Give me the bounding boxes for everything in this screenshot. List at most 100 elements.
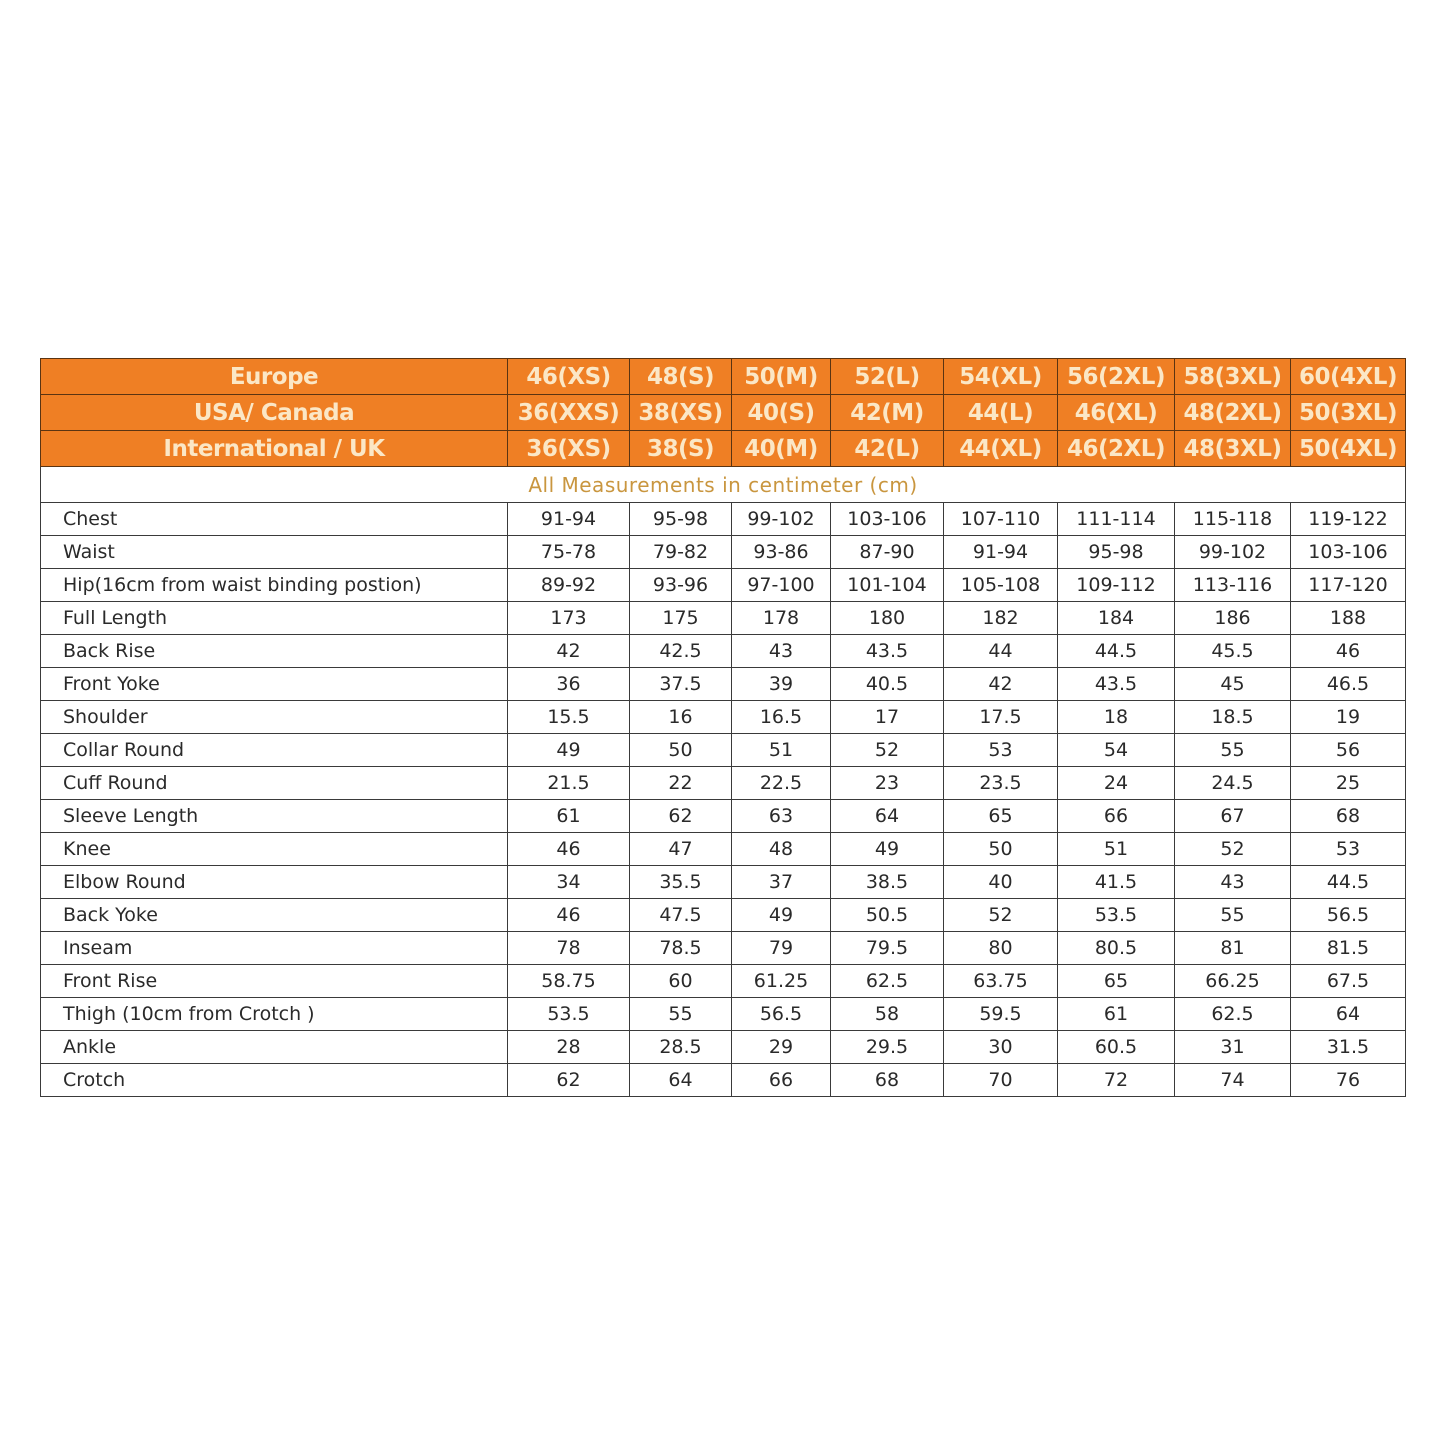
size-header-cell: 60(4XL) xyxy=(1290,358,1406,395)
measurement-value: 54 xyxy=(1057,733,1175,767)
measurement-value: 99-102 xyxy=(731,502,831,536)
measurement-value: 56.5 xyxy=(731,997,831,1031)
measurement-value: 24.5 xyxy=(1174,766,1291,800)
measurement-value: 59.5 xyxy=(943,997,1058,1031)
size-header-cell: 48(2XL) xyxy=(1174,394,1291,431)
measurement-value: 50 xyxy=(943,832,1058,866)
table-row: Collar Round 49 50 51 52 53 54 55 56 xyxy=(40,733,1406,767)
measurement-value: 29.5 xyxy=(830,1030,944,1064)
measurement-value: 95-98 xyxy=(629,502,732,536)
measurement-value: 105-108 xyxy=(943,568,1058,602)
measurement-value: 47.5 xyxy=(629,898,732,932)
measurement-value: 42 xyxy=(943,667,1058,701)
measurement-value: 76 xyxy=(1290,1063,1406,1097)
measurement-value: 81 xyxy=(1174,931,1291,965)
measurement-value: 178 xyxy=(731,601,831,635)
measurement-value: 119-122 xyxy=(1290,502,1406,536)
table-row: Front Yoke 36 37.5 39 40.5 42 43.5 45 46.5 xyxy=(40,667,1406,701)
measurement-value: 184 xyxy=(1057,601,1175,635)
measurement-value: 50.5 xyxy=(830,898,944,932)
table-row: Back Yoke 46 47.5 49 50.5 52 53.5 55 56.5 xyxy=(40,898,1406,932)
size-header-cell: 46(XL) xyxy=(1057,394,1175,431)
measurement-label: Knee xyxy=(40,832,508,866)
measurement-value: 113-116 xyxy=(1174,568,1291,602)
measurement-value: 21.5 xyxy=(507,766,630,800)
measurement-value: 53 xyxy=(943,733,1058,767)
size-header-row: USA/ Canada 36(XXS) 38(XS) 40(S) 42(M) 44(L) 4… xyxy=(40,394,1406,431)
table-row: Full Length 173 175 178 180 182 184 186 188 xyxy=(40,601,1406,635)
measurement-value: 79-82 xyxy=(629,535,732,569)
measurement-label: Back Yoke xyxy=(40,898,508,932)
size-header-cell: 50(4XL) xyxy=(1290,430,1406,467)
measurement-value: 17.5 xyxy=(943,700,1058,734)
measurement-value: 62 xyxy=(629,799,732,833)
measurement-value: 91-94 xyxy=(943,535,1058,569)
table-row: Hip(16cm from waist binding postion) 89-9… xyxy=(40,568,1406,602)
table-row: Front Rise 58.75 60 61.25 62.5 63.75 65 66.25 67… xyxy=(40,964,1406,998)
measurement-label: Elbow Round xyxy=(40,865,508,899)
measurement-value: 24 xyxy=(1057,766,1175,800)
measurement-value: 91-94 xyxy=(507,502,630,536)
measurement-label: Full Length xyxy=(40,601,508,635)
measurement-value: 188 xyxy=(1290,601,1406,635)
measurement-value: 50 xyxy=(629,733,732,767)
measurement-value: 56 xyxy=(1290,733,1406,767)
measurement-value: 107-110 xyxy=(943,502,1058,536)
measurement-label: Front Yoke xyxy=(40,667,508,701)
measurement-label: Hip(16cm from waist binding postion) xyxy=(40,568,508,602)
measurement-value: 68 xyxy=(1290,799,1406,833)
table-row: Waist 75-78 79-82 93-86 87-90 91-94 95-98 99-10… xyxy=(40,535,1406,569)
measurement-value: 47 xyxy=(629,832,732,866)
measurement-value: 23 xyxy=(830,766,944,800)
measurement-value: 52 xyxy=(1174,832,1291,866)
measurement-value: 43 xyxy=(731,634,831,668)
table-row: Shoulder 15.5 16 16.5 17 17.5 18 18.5 19 xyxy=(40,700,1406,734)
measurement-value: 46.5 xyxy=(1290,667,1406,701)
measurement-value: 60.5 xyxy=(1057,1030,1175,1064)
measurement-value: 79.5 xyxy=(830,931,944,965)
measurement-value: 31 xyxy=(1174,1030,1291,1064)
measurement-value: 61 xyxy=(507,799,630,833)
size-header-cell: 50(M) xyxy=(731,358,831,395)
measurement-value: 53 xyxy=(1290,832,1406,866)
measurement-value: 45 xyxy=(1174,667,1291,701)
measurement-value: 18.5 xyxy=(1174,700,1291,734)
measurement-value: 111-114 xyxy=(1057,502,1175,536)
measurement-label: Crotch xyxy=(40,1063,508,1097)
measurement-label: Cuff Round xyxy=(40,766,508,800)
measurement-label: Ankle xyxy=(40,1030,508,1064)
table-row: Back Rise 42 42.5 43 43.5 44 44.5 45.5 46 xyxy=(40,634,1406,668)
measurement-value: 28 xyxy=(507,1030,630,1064)
measurement-value: 61.25 xyxy=(731,964,831,998)
measurement-value: 42 xyxy=(507,634,630,668)
measurement-value: 97-100 xyxy=(731,568,831,602)
measurement-value: 46 xyxy=(507,832,630,866)
measurement-value: 63 xyxy=(731,799,831,833)
size-header-cell: 36(XXS) xyxy=(507,394,630,431)
measurement-value: 22 xyxy=(629,766,732,800)
size-header-cell: 40(M) xyxy=(731,430,831,467)
measurement-value: 101-104 xyxy=(830,568,944,602)
measurement-value: 81.5 xyxy=(1290,931,1406,965)
measurement-value: 99-102 xyxy=(1174,535,1291,569)
measurement-value: 66 xyxy=(1057,799,1175,833)
measurement-value: 67 xyxy=(1174,799,1291,833)
region-label: International / UK xyxy=(40,430,508,467)
measurement-label: Shoulder xyxy=(40,700,508,734)
measurement-value: 52 xyxy=(830,733,944,767)
table-row: Crotch 62 64 66 68 70 72 74 76 xyxy=(40,1063,1406,1097)
measurement-value: 66.25 xyxy=(1174,964,1291,998)
units-row: All Measurements in centimeter (cm) xyxy=(40,466,1406,503)
table-row: Knee 46 47 48 49 50 51 52 53 xyxy=(40,832,1406,866)
table-row: Ankle 28 28.5 29 29.5 30 60.5 31 31.5 xyxy=(40,1030,1406,1064)
measurement-value: 16 xyxy=(629,700,732,734)
size-header-cell: 48(3XL) xyxy=(1174,430,1291,467)
measurement-value: 46 xyxy=(1290,634,1406,668)
measurement-value: 41.5 xyxy=(1057,865,1175,899)
region-label: Europe xyxy=(40,358,508,395)
measurement-value: 31.5 xyxy=(1290,1030,1406,1064)
measurement-value: 52 xyxy=(943,898,1058,932)
size-header-cell: 52(L) xyxy=(830,358,944,395)
measurement-value: 44 xyxy=(943,634,1058,668)
measurement-value: 103-106 xyxy=(830,502,944,536)
